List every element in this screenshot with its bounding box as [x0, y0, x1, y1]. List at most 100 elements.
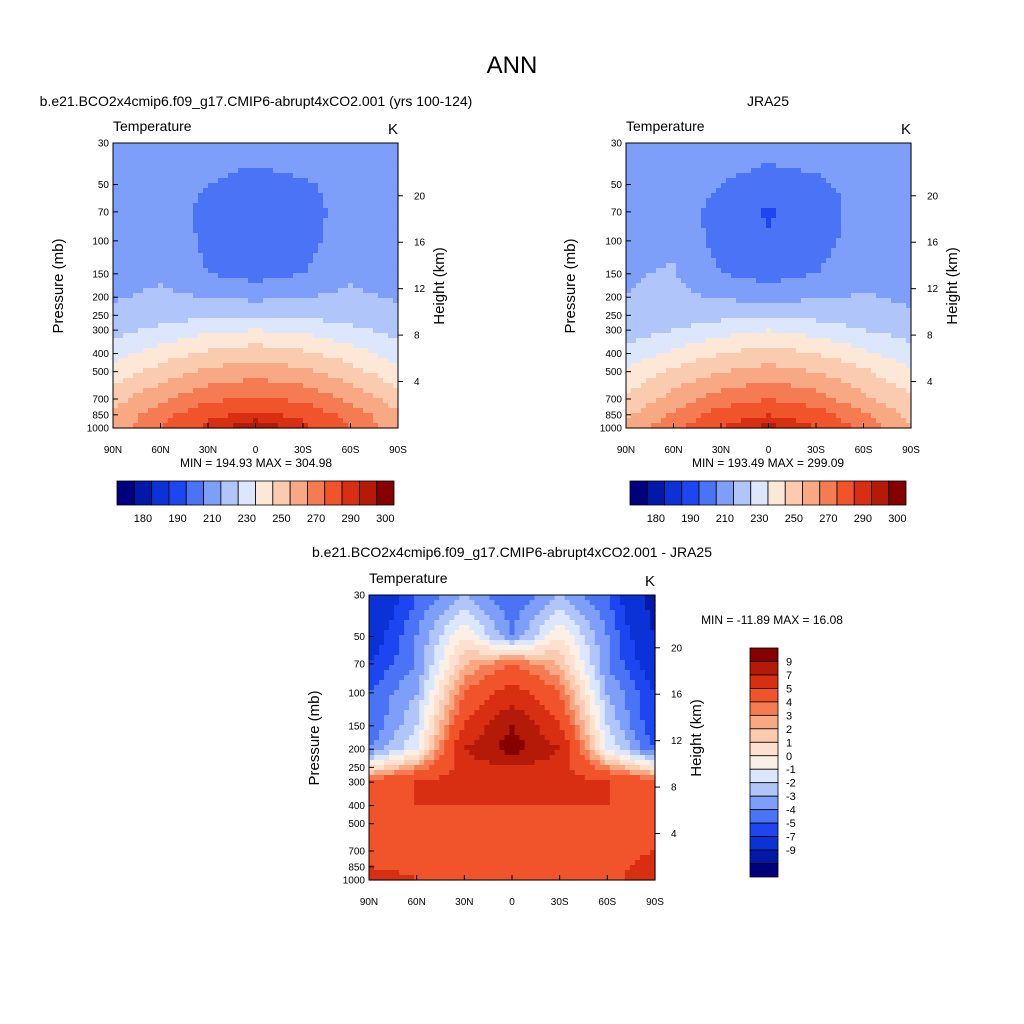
- contour-cell: [128, 278, 134, 284]
- contour-cell: [368, 193, 374, 199]
- contour-cell: [248, 188, 254, 194]
- contour-cell: [353, 298, 359, 304]
- contour-cell: [228, 208, 234, 214]
- contour-cell: [163, 263, 169, 269]
- contour-cell: [343, 243, 349, 249]
- contour-cell: [273, 308, 279, 314]
- contour-cell: [826, 178, 832, 184]
- contour-cell: [333, 298, 339, 304]
- contour-cell: [248, 228, 254, 234]
- contour-cell: [358, 398, 364, 404]
- contour-cell: [153, 283, 159, 289]
- contour-cell: [791, 188, 797, 194]
- contour-cell: [318, 353, 324, 359]
- contour-cell: [746, 238, 752, 244]
- contour-cell: [846, 183, 852, 189]
- contour-cell: [373, 413, 379, 419]
- contour-cell: [213, 143, 219, 149]
- contour-cell: [393, 253, 399, 259]
- contour-cell: [153, 243, 159, 249]
- contour-cell: [138, 173, 144, 179]
- contour-cell: [208, 163, 214, 169]
- contour-cell: [811, 183, 817, 189]
- contour-cell: [123, 413, 129, 419]
- contour-cell: [183, 253, 189, 259]
- contour-cell: [128, 203, 134, 209]
- contour-cell: [681, 268, 687, 274]
- contour-cell: [358, 408, 364, 414]
- contour-cell: [671, 238, 677, 244]
- contour-cell: [363, 368, 369, 374]
- contour-cell: [378, 353, 384, 359]
- contour-cell: [183, 363, 189, 369]
- contour-cell: [203, 378, 209, 384]
- contour-cell: [183, 238, 189, 244]
- contour-cell: [128, 223, 134, 229]
- contour-cell: [163, 283, 169, 289]
- contour-cell: [358, 313, 364, 319]
- contour-cell: [771, 198, 777, 204]
- contour-cell: [228, 293, 234, 299]
- contour-cell: [123, 333, 129, 339]
- contour-cell: [283, 258, 289, 264]
- contour-cell: [353, 348, 359, 354]
- contour-cell: [283, 283, 289, 289]
- contour-cell: [811, 208, 817, 214]
- contour-cell: [711, 238, 717, 244]
- contour-cell: [298, 373, 304, 379]
- contour-cell: [128, 188, 134, 194]
- contour-cell: [123, 348, 129, 354]
- contour-cell: [128, 213, 134, 219]
- contour-cell: [731, 243, 737, 249]
- contour-cell: [198, 423, 204, 429]
- contour-cell: [761, 163, 767, 169]
- contour-cell: [223, 153, 229, 159]
- contour-cell: [263, 148, 269, 154]
- contour-cell: [691, 163, 697, 169]
- contour-cell: [158, 203, 164, 209]
- contour-cell: [353, 398, 359, 404]
- contour-cell: [363, 188, 369, 194]
- contour-cell: [188, 323, 194, 329]
- contour-cell: [746, 183, 752, 189]
- contour-cell: [208, 393, 214, 399]
- contour-cell: [128, 383, 134, 389]
- contour-cell: [836, 228, 842, 234]
- contour-cell: [353, 373, 359, 379]
- contour-cell: [651, 148, 657, 154]
- contour-cell: [871, 178, 877, 184]
- contour-cell: [278, 183, 284, 189]
- contour-cell: [363, 198, 369, 204]
- contour-cell: [641, 183, 647, 189]
- contour-cell: [223, 353, 229, 359]
- contour-cell: [178, 313, 184, 319]
- contour-cell: [128, 268, 134, 274]
- contour-cell: [163, 378, 169, 384]
- contour-cell: [851, 203, 857, 209]
- contour-cell: [223, 223, 229, 229]
- contour-cell: [228, 228, 234, 234]
- contour-cell: [751, 153, 757, 159]
- contour-cell: [721, 278, 727, 284]
- contour-cell: [278, 173, 284, 179]
- contour-cell: [373, 218, 379, 224]
- contour-cell: [153, 228, 159, 234]
- contour-cell: [333, 373, 339, 379]
- contour-cell: [771, 268, 777, 274]
- contour-cell: [811, 168, 817, 174]
- contour-cell: [118, 238, 124, 244]
- contour-cell: [343, 218, 349, 224]
- contour-cell: [866, 173, 872, 179]
- contour-cell: [173, 153, 179, 159]
- contour-cell: [383, 248, 389, 254]
- contour-cell: [313, 173, 319, 179]
- contour-cell: [721, 223, 727, 229]
- contour-cell: [228, 333, 234, 339]
- contour-cell: [258, 333, 264, 339]
- contour-cell: [861, 278, 867, 284]
- contour-cell: [153, 168, 159, 174]
- contour-cell: [113, 173, 119, 179]
- contour-cell: [178, 208, 184, 214]
- contour-cell: [133, 373, 139, 379]
- contour-cell: [826, 143, 832, 149]
